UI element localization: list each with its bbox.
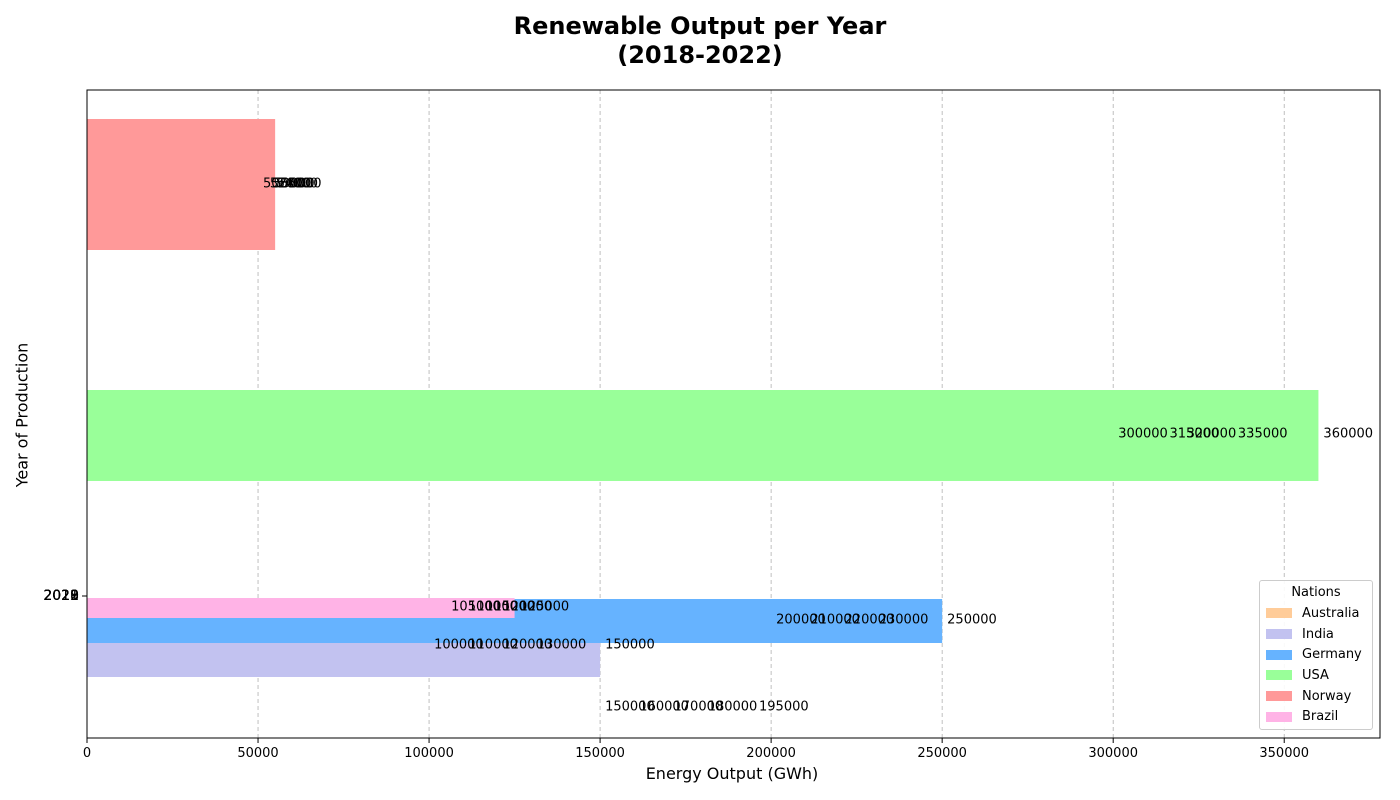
data-label-norway: 55000 bbox=[280, 177, 321, 192]
bar-usa bbox=[87, 390, 1319, 481]
data-label-brazil: 105000 bbox=[451, 600, 501, 615]
y-tick-label: 2022 bbox=[43, 588, 79, 604]
bar-norway bbox=[87, 119, 276, 250]
legend-item-india: India bbox=[1260, 624, 1372, 645]
x-tick-label: 50000 bbox=[237, 746, 278, 761]
legend-swatch bbox=[1266, 711, 1292, 722]
bar-india bbox=[87, 643, 601, 677]
legend-label: USA bbox=[1302, 667, 1329, 683]
legend-item-norway: Norway bbox=[1260, 686, 1372, 707]
legend-label: India bbox=[1302, 626, 1334, 642]
legend-swatch bbox=[1266, 608, 1292, 619]
legend: Nations Australia India Germany USA Norway Br… bbox=[1259, 580, 1373, 730]
legend-swatch bbox=[1266, 670, 1292, 681]
data-label-usa: 320000 bbox=[1187, 427, 1237, 442]
data-label-india: 110000 bbox=[468, 638, 518, 653]
data-label-india: 130000 bbox=[537, 638, 587, 653]
data-label-usa: 335000 bbox=[1238, 427, 1288, 442]
data-label-india: 120000 bbox=[502, 638, 552, 653]
y-tick-label: 2021 bbox=[43, 588, 79, 604]
legend-swatch bbox=[1266, 649, 1292, 660]
data-label-norway: 53000 bbox=[273, 177, 314, 192]
data-label-germany: 220000 bbox=[845, 613, 895, 628]
x-tick-label: 250000 bbox=[917, 746, 967, 761]
data-label-germany: 210000 bbox=[810, 613, 860, 628]
legend-label: Norway bbox=[1302, 688, 1352, 704]
data-label-norway: 54000 bbox=[277, 177, 318, 192]
data-label-india: 100000 bbox=[434, 638, 484, 653]
data-label-australia: 160000 bbox=[639, 700, 689, 715]
x-tick-label: 300000 bbox=[1088, 746, 1138, 761]
data-label-australia: 150000 bbox=[605, 700, 655, 715]
chart-subtitle: (2018-2022) bbox=[617, 41, 783, 69]
bar-brazil bbox=[87, 598, 515, 618]
legend-swatch bbox=[1266, 629, 1292, 640]
data-label-usa: 360000 bbox=[1323, 427, 1373, 442]
legend-label: Germany bbox=[1302, 647, 1362, 663]
plot-frame bbox=[86, 89, 1381, 739]
data-label-brazil: 120000 bbox=[502, 600, 552, 615]
chart-title: Renewable Output per Year bbox=[513, 12, 887, 40]
legend-item-australia: Australia bbox=[1260, 603, 1372, 624]
data-label-brazil: 115000 bbox=[485, 600, 535, 615]
data-label-germany: 230000 bbox=[879, 613, 929, 628]
data-label-india: 150000 bbox=[605, 638, 655, 653]
legend-swatch bbox=[1266, 691, 1292, 702]
x-tick-label: 150000 bbox=[575, 746, 625, 761]
x-axis-label: Energy Output (GWh) bbox=[645, 764, 819, 783]
x-tick-label: 0 bbox=[83, 746, 91, 761]
x-tick-label: 100000 bbox=[404, 746, 454, 761]
y-tick-label: 2019 bbox=[43, 588, 79, 604]
legend-item-usa: USA bbox=[1260, 665, 1372, 686]
data-label-germany: 200000 bbox=[776, 613, 826, 628]
legend-label: Australia bbox=[1302, 605, 1360, 621]
y-axis-label: Year of Production bbox=[12, 342, 32, 488]
data-label-australia: 170000 bbox=[674, 700, 724, 715]
legend-item-germany: Germany bbox=[1260, 644, 1372, 665]
legend-item-brazil: Brazil bbox=[1260, 706, 1372, 727]
data-label-brazil: 110000 bbox=[468, 600, 518, 615]
x-tick-label: 200000 bbox=[746, 746, 796, 761]
y-tick-label: 2020 bbox=[43, 588, 79, 604]
legend-title: Nations bbox=[1291, 585, 1341, 600]
data-label-brazil: 125000 bbox=[520, 600, 570, 615]
x-tick-label: 350000 bbox=[1259, 746, 1309, 761]
legend-items: Australia India Germany USA Norway Brazil bbox=[1260, 603, 1372, 727]
data-label-usa: 300000 bbox=[1118, 427, 1168, 442]
data-label-norway: 50000 bbox=[263, 177, 304, 192]
y-tick-label: 2018 bbox=[43, 588, 79, 604]
legend-label: Brazil bbox=[1302, 709, 1339, 725]
data-label-germany: 250000 bbox=[947, 613, 997, 628]
data-label-usa: 315000 bbox=[1170, 427, 1220, 442]
data-label-australia: 195000 bbox=[759, 700, 809, 715]
data-label-norway: 52000 bbox=[270, 177, 311, 192]
data-label-australia: 180000 bbox=[708, 700, 758, 715]
